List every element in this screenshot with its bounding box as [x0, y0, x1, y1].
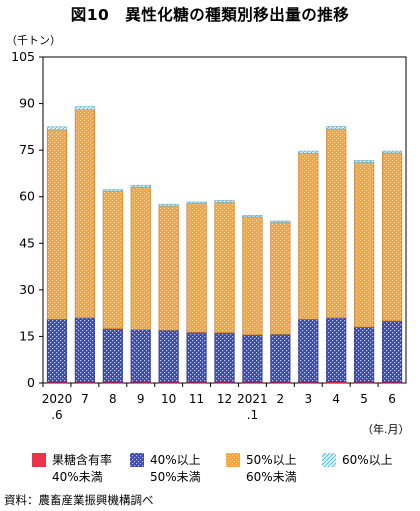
bar-segment-4 [102, 189, 123, 192]
x-tick-label: .6 [51, 408, 62, 422]
bar-segment-4 [381, 150, 403, 154]
bar-segment-4 [158, 203, 179, 207]
bar-segment-2 [186, 332, 207, 383]
bar-segment-2 [381, 320, 403, 383]
y-tick-label: 105 [11, 49, 35, 64]
x-tick-label: 5 [360, 392, 368, 406]
bar-segment-2 [326, 317, 347, 383]
bar-segment-3 [326, 128, 347, 319]
bar-segment-2 [158, 329, 179, 383]
bar-segment-3 [214, 202, 235, 334]
y-tick-label: 30 [19, 282, 35, 297]
x-tick-label: 2 [277, 392, 285, 406]
x-tick-label: 2020 [42, 392, 73, 406]
bar-segment-3 [130, 187, 151, 330]
x-tick-label: 11 [189, 392, 204, 406]
y-tick-label: 45 [19, 235, 35, 250]
y-tick-label: 15 [19, 328, 35, 343]
legend-swatch-orange [226, 453, 240, 467]
bar-segment-3 [270, 222, 291, 335]
legend-label-line1: 50%以上 [246, 453, 297, 467]
y-tick-label: 75 [19, 142, 35, 157]
bar-segment-4 [242, 215, 263, 218]
x-tick-label: .1 [247, 408, 258, 422]
chart-title: 図10 異性化糖の種類別移出量の推移 [70, 6, 350, 24]
bar-segment-3 [46, 129, 68, 320]
y-axis-unit-label: （千トン） [6, 34, 61, 47]
legend-item-50-60: 50%以上 60%未満 [226, 452, 297, 486]
bar-segment-3 [242, 216, 263, 336]
bar-segment-2 [298, 319, 319, 383]
bar-segment-2 [74, 317, 95, 383]
x-tick-label: 7 [81, 392, 89, 406]
legend-swatch-blue [130, 453, 144, 467]
bar-segment-2 [214, 332, 235, 383]
bar-segment-4 [74, 106, 95, 111]
bar-segment-4 [298, 150, 319, 154]
bar-segment-2 [102, 328, 123, 383]
bar-segment-2 [354, 326, 375, 383]
y-tick-label: 60 [19, 189, 35, 204]
x-tick-label: 12 [217, 392, 232, 406]
x-tick-label: 8 [109, 392, 117, 406]
legend-swatch-red [32, 453, 46, 467]
legend-label-line1: 果糖含有率 [52, 453, 113, 467]
bar-segment-4 [214, 200, 235, 203]
x-tick-label: 4 [332, 392, 340, 406]
bar-segment-3 [158, 205, 179, 331]
source-note: 資料：農畜産業振興機構調べ [4, 493, 154, 507]
legend-label-line2: 50%未満 [150, 470, 201, 484]
legend-item-under-40: 果糖含有率 40%未満 [32, 452, 112, 486]
legend-item-over-60: 60%以上 [322, 452, 393, 469]
bar-segment-4 [46, 126, 68, 131]
bar-segment-4 [326, 126, 347, 130]
x-tick-label: 10 [161, 392, 176, 406]
bar-segment-2 [46, 319, 68, 383]
x-tick-label: 3 [304, 392, 312, 406]
legend-item-40-50: 40%以上 50%未満 [130, 452, 201, 486]
bar-segment-4 [270, 220, 291, 223]
bar-segment-4 [130, 184, 151, 188]
x-tick-label: 6 [388, 392, 396, 406]
y-tick-label: 0 [27, 375, 35, 390]
bar-segment-3 [354, 162, 375, 328]
bar-segment-4 [354, 160, 375, 163]
legend-label-line2: 40%未満 [52, 470, 103, 484]
y-tick-label: 90 [19, 96, 35, 111]
bar-segment-3 [74, 109, 95, 319]
bar-segment-3 [186, 203, 207, 333]
bar-segment-4 [186, 201, 207, 204]
legend-label-line2: 60%未満 [246, 470, 297, 484]
x-axis-unit-label: （年.月） [362, 423, 410, 436]
bar-segment-3 [381, 152, 403, 322]
x-tick-label: 2021 [237, 392, 268, 406]
legend-label-line1: 60%以上 [342, 453, 393, 467]
legend-swatch-cyan [322, 453, 336, 467]
bar-segment-3 [298, 152, 319, 320]
bar-segment-3 [102, 191, 123, 329]
legend-label-line1: 40%以上 [150, 453, 201, 467]
x-tick-label: 9 [137, 392, 145, 406]
bar-segment-2 [242, 334, 263, 383]
bar-segment-2 [130, 329, 151, 383]
bar-segment-2 [270, 333, 291, 383]
